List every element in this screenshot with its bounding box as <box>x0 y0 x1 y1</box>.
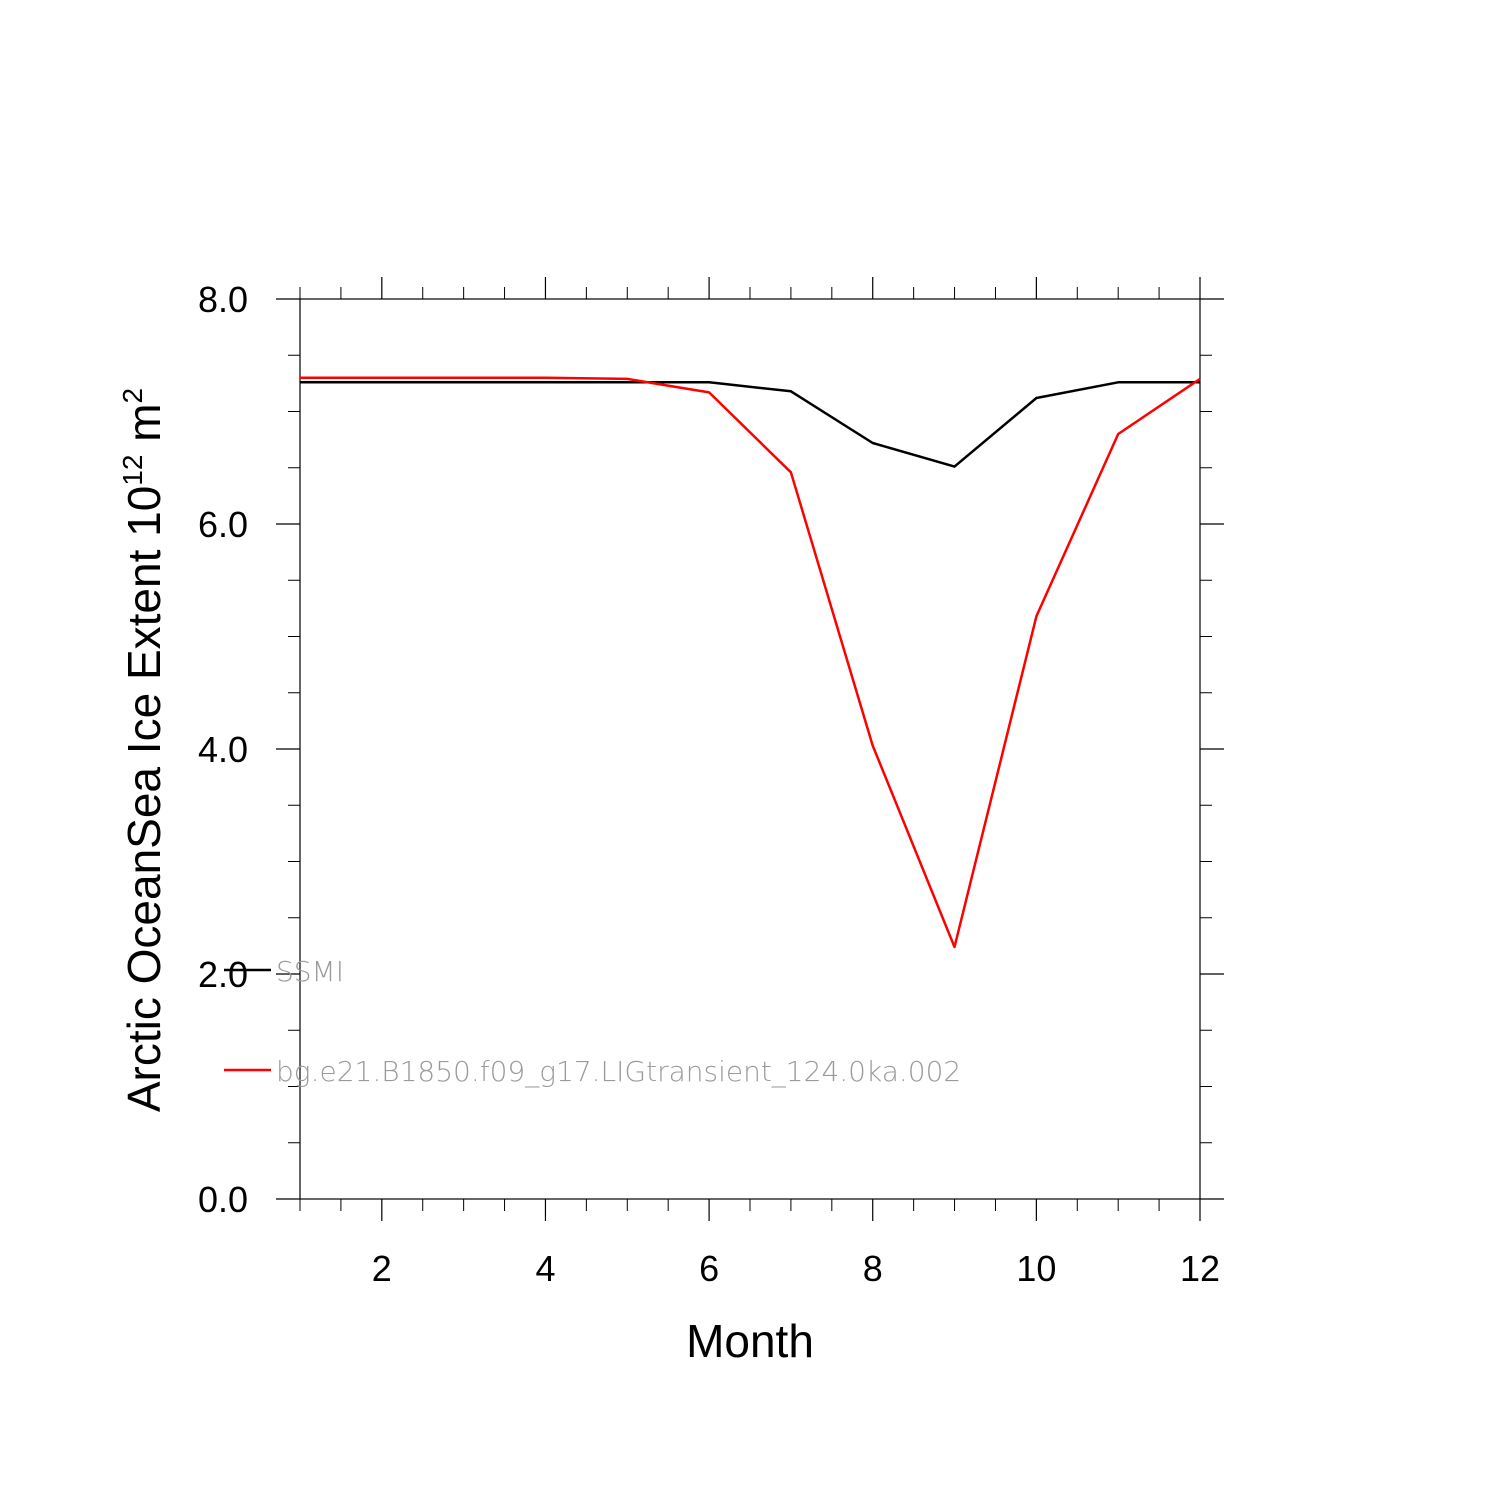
y-tick-label: 0.0 <box>198 1179 248 1220</box>
x-tick-labels: 2 4 6 8 10 12 <box>372 1248 1220 1289</box>
y-tick-label: 4.0 <box>198 729 248 770</box>
major-ticks <box>276 277 1224 1221</box>
legend-item-ssmi: SSMI <box>224 955 344 988</box>
series-line-model <box>300 376 1201 949</box>
x-tick-label: 8 <box>863 1248 883 1289</box>
x-tick-label: 12 <box>1180 1248 1220 1289</box>
minor-ticks <box>288 287 1212 1211</box>
y-axis-title-unit: m <box>118 403 170 454</box>
legend-item-model: bg.e21.B1850.f09_g17.LIGtransient_124.0k… <box>224 1055 961 1089</box>
x-tick-label: 4 <box>535 1248 555 1289</box>
x-tick-label: 6 <box>699 1248 719 1289</box>
y-axis-title: Arctic OceanSea Ice Extent 1012 m2 <box>117 388 170 1112</box>
plot-frame <box>299 298 1201 1200</box>
series-lines <box>300 376 1201 949</box>
legend-label-model: bg.e21.B1850.f09_g17.LIGtransient_124.0k… <box>276 1055 961 1089</box>
y-tick-labels: 0.0 2.0 4.0 6.0 8.0 <box>198 279 248 1220</box>
x-tick-label: 10 <box>1016 1248 1056 1289</box>
x-axis-title: Month <box>686 1315 814 1367</box>
y-tick-label: 2.0 <box>198 954 248 995</box>
y-axis-title-main: Arctic OceanSea Ice Extent 10 <box>118 486 170 1112</box>
y-axis-title-exp2: 2 <box>117 388 148 404</box>
x-tick-label: 2 <box>372 1248 392 1289</box>
y-tick-label: 8.0 <box>198 279 248 320</box>
legend-label-ssmi: SSMI <box>276 955 344 988</box>
y-axis-title-exp1: 12 <box>117 455 148 486</box>
y-tick-label: 6.0 <box>198 504 248 545</box>
series-line-ssmi <box>300 381 1200 468</box>
legend: SSMI bg.e21.B1850.f09_g17.LIGtransient_1… <box>224 955 961 1089</box>
